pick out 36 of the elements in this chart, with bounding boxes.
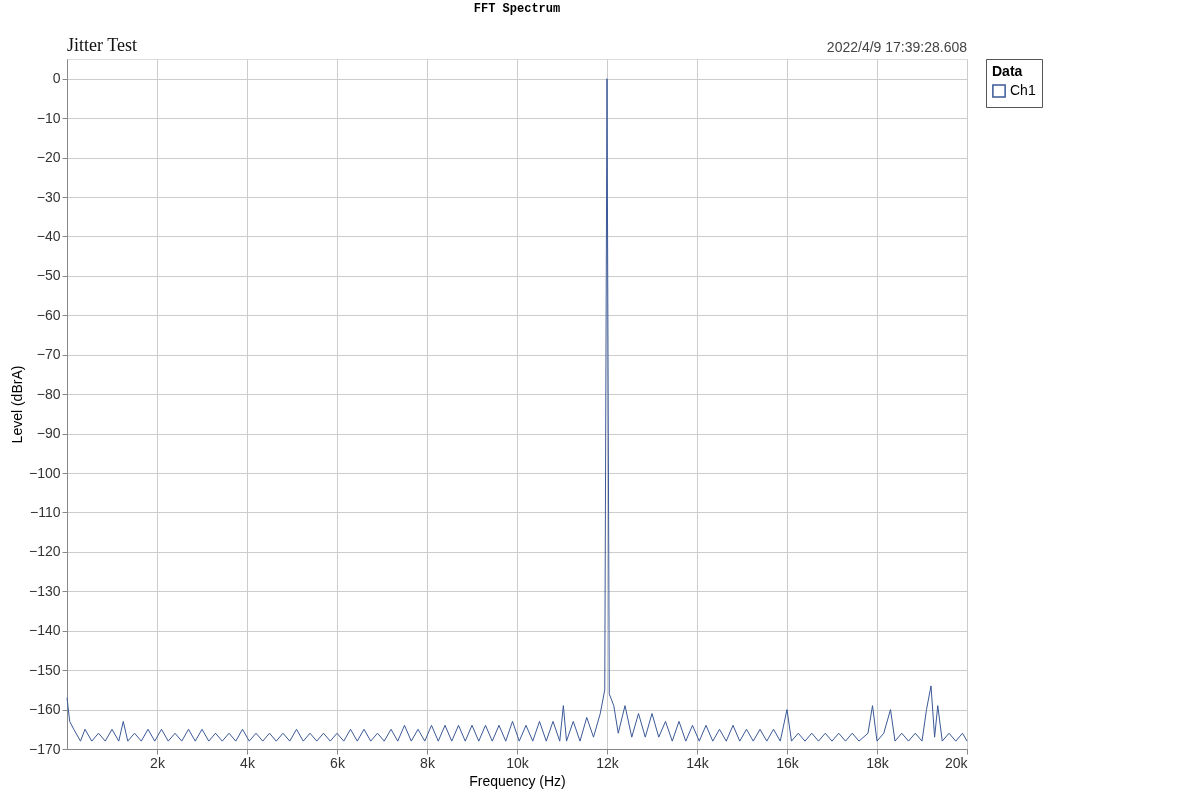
y-tick-label: −120 [28, 543, 61, 560]
x-tick-label: 18k [866, 754, 890, 771]
x-tick-label: 12k [596, 754, 620, 771]
line-series [66, 78, 968, 742]
legend-label: Ch1 [1010, 82, 1036, 98]
y-axis-title: Level (dBrA) [8, 365, 25, 444]
chart-subtitle: Jitter Test [67, 35, 137, 55]
y-tick-label: −20 [36, 149, 61, 166]
x-tick-label: 14k [686, 754, 710, 771]
x-axis-title: Frequency (Hz) [469, 772, 566, 789]
x-tick-label: 16k [776, 754, 800, 771]
legend-title: Data [992, 63, 1023, 79]
y-tick-label: −140 [28, 622, 61, 639]
y-tick-label: 0 [52, 70, 61, 87]
x-tick-label: 10k [506, 754, 530, 771]
y-tick-label: −50 [36, 267, 61, 284]
y-tick-label: −160 [28, 701, 61, 718]
y-tick-label: −170 [28, 740, 61, 757]
x-tick-label: 2k [150, 754, 166, 771]
y-tick-label: −10 [36, 109, 61, 126]
y-tick-label: −70 [36, 346, 61, 363]
chart-title: FFT Spectrum [473, 2, 561, 16]
y-tick-label: −30 [36, 188, 61, 205]
x-tick-label: 6k [330, 754, 346, 771]
y-tick-label: −150 [28, 661, 61, 678]
y-tick-label: −100 [28, 464, 61, 481]
y-tick-label: −60 [36, 306, 61, 323]
y-tick-label: −40 [36, 227, 61, 244]
y-tick-label: −80 [36, 385, 61, 402]
y-tick-label: −110 [30, 503, 61, 520]
y-tick-label: −90 [36, 425, 61, 442]
x-tick-label: 8k [420, 754, 436, 771]
y-tick-label: −130 [28, 582, 61, 599]
text: 2022/4/9 17:39:28.608 [826, 39, 968, 55]
x-tick-label: 4k [240, 754, 256, 771]
x-tick-label: 20k [944, 754, 969, 771]
